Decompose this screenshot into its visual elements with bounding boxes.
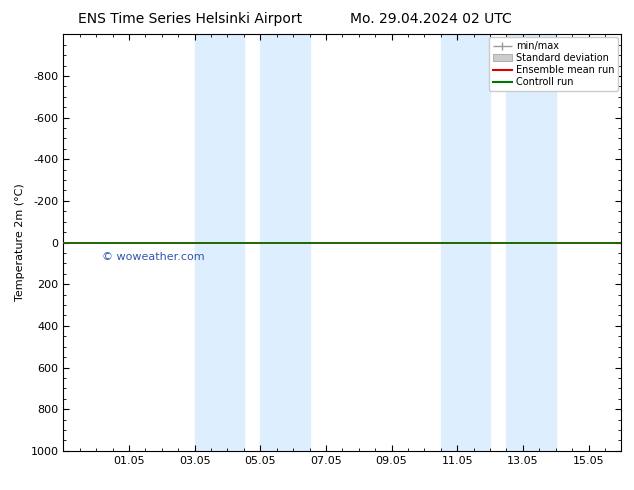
Y-axis label: Temperature 2m (°C): Temperature 2m (°C) [15,184,25,301]
Text: © woweather.com: © woweather.com [103,252,205,262]
Bar [195,34,244,451]
Text: Mo. 29.04.2024 02 UTC: Mo. 29.04.2024 02 UTC [350,12,512,26]
Bar [441,34,490,451]
Text: ENS Time Series Helsinki Airport: ENS Time Series Helsinki Airport [78,12,302,26]
Bar [507,34,555,451]
Bar [261,34,309,451]
Legend: min/max, Standard deviation, Ensemble mean run, Controll run: min/max, Standard deviation, Ensemble me… [489,37,618,91]
